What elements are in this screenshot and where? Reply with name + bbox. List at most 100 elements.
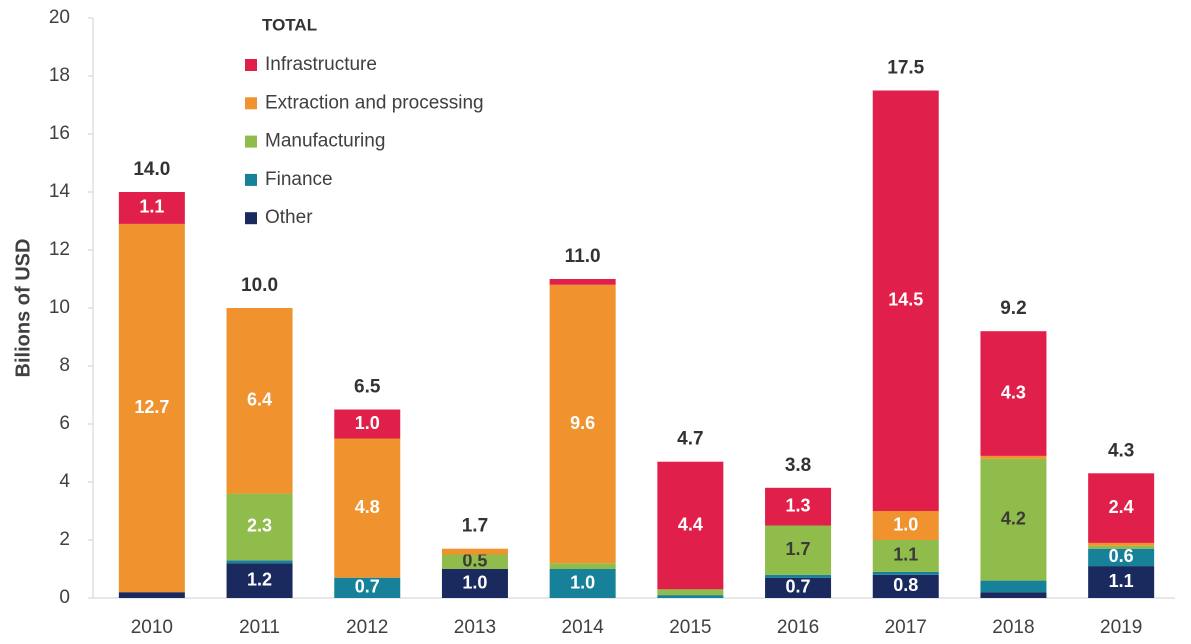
total-label: 3.8 [785,455,811,476]
total-label: 4.3 [1108,440,1134,461]
y-tick-label: 20 [49,7,70,28]
y-tick-label: 0 [59,587,70,608]
x-tick-label: 2017 [885,617,927,638]
bar-segment [980,458,1047,581]
legend-swatch [245,212,257,225]
segment-label: 4.3 [1001,382,1026,402]
bar-segment [872,511,939,540]
bar-segment [872,571,939,575]
legend-label: Manufacturing [265,131,385,152]
segment-label: 14.5 [888,290,923,310]
bar-segment [980,592,1047,598]
segment-label: 0.8 [893,575,918,595]
segment-label: 9.6 [570,413,595,433]
bar-segment [657,595,724,598]
bar-segment [765,487,832,526]
y-tick-label: 8 [59,355,70,376]
bar-segment [657,461,724,590]
segment-label: 1.3 [786,495,811,515]
y-tick-label: 2 [59,529,70,550]
y-tick-label: 14 [49,181,71,202]
bar-segment [118,592,185,598]
x-tick-label: 2014 [562,617,605,638]
legend-swatch [245,97,257,110]
x-tick-label: 2015 [669,617,711,638]
legend-label: Finance [265,169,333,190]
bar-segment [980,455,1047,459]
total-label: 14.0 [133,159,170,180]
y-tick-label: 10 [49,297,70,318]
bar-segment [980,580,1047,593]
legend-label: Infrastructure [265,54,377,75]
total-label: 6.5 [354,377,381,398]
x-tick-label: 2016 [777,617,819,638]
y-tick-label: 16 [49,123,70,144]
legend-swatch [245,173,257,186]
segment-label: 1.1 [1109,571,1134,591]
segment-label: 2.3 [247,516,272,536]
segment-label: 1.7 [786,539,811,559]
segment-label: 0.5 [462,551,487,571]
segment-label: 0.7 [786,577,811,597]
segment-label: 2.4 [1109,497,1134,517]
bar-segment [549,569,616,598]
y-tick-label: 18 [49,65,70,86]
x-tick-label: 2012 [346,617,388,638]
total-label: 17.5 [887,58,924,79]
segment-label: 1.1 [893,545,918,565]
bar-segment [549,563,616,569]
segment-label: 1.0 [570,572,595,592]
total-label: 10.0 [241,275,278,296]
bar-segment [1088,473,1155,543]
bar-segment [765,525,832,575]
segment-label: 1.1 [139,197,164,217]
segment-label: 1.0 [462,572,487,592]
x-tick-label: 2018 [992,617,1034,638]
bar-segment [226,493,293,561]
bar-segment [226,563,293,598]
bar-segment [1088,566,1155,598]
segment-label: 0.7 [355,577,380,597]
x-tick-label: 2019 [1100,617,1142,638]
segment-label: 0.6 [1109,546,1134,566]
segment-label: 12.7 [134,397,169,417]
x-tick-label: 2013 [454,617,496,638]
bar-segment [657,589,724,596]
segment-label: 4.8 [355,497,380,517]
bar-segment [549,279,616,285]
segment-label: 1.0 [355,413,380,433]
bar-segment [334,409,401,439]
y-tick-label: 12 [49,239,70,260]
bar-segment [872,540,939,572]
bar-segment [441,569,508,598]
segment-label: 1.0 [893,514,918,534]
legend-label: Extraction and processing [265,92,484,113]
bar-segment [765,577,832,598]
bar-segment [226,308,293,494]
y-tick-label: 6 [59,413,70,434]
y-tick-label: 4 [59,471,70,492]
total-label: 1.7 [462,516,488,537]
x-tick-label: 2010 [131,617,173,638]
bar-segment [441,548,508,555]
total-label: 9.2 [1000,298,1026,319]
bar-segment [980,331,1047,456]
total-label: 4.7 [677,429,703,450]
legend-swatch [245,135,257,148]
bar-segment [118,192,185,224]
bar-segment [549,284,616,564]
segment-label: 6.4 [247,390,272,410]
segment-label: 1.2 [247,569,272,589]
bar-segment [118,223,185,593]
x-tick-label: 2011 [239,617,280,638]
legend-title: TOTAL [262,15,317,34]
segment-label: 4.4 [678,514,703,534]
bar-segment [872,90,939,511]
bar-segment [1088,542,1155,546]
segment-label: 4.2 [1001,508,1026,528]
bar-segment [334,577,401,598]
bar-segment [441,554,508,569]
legend-label: Other [265,207,313,228]
bar-segment [226,560,293,564]
